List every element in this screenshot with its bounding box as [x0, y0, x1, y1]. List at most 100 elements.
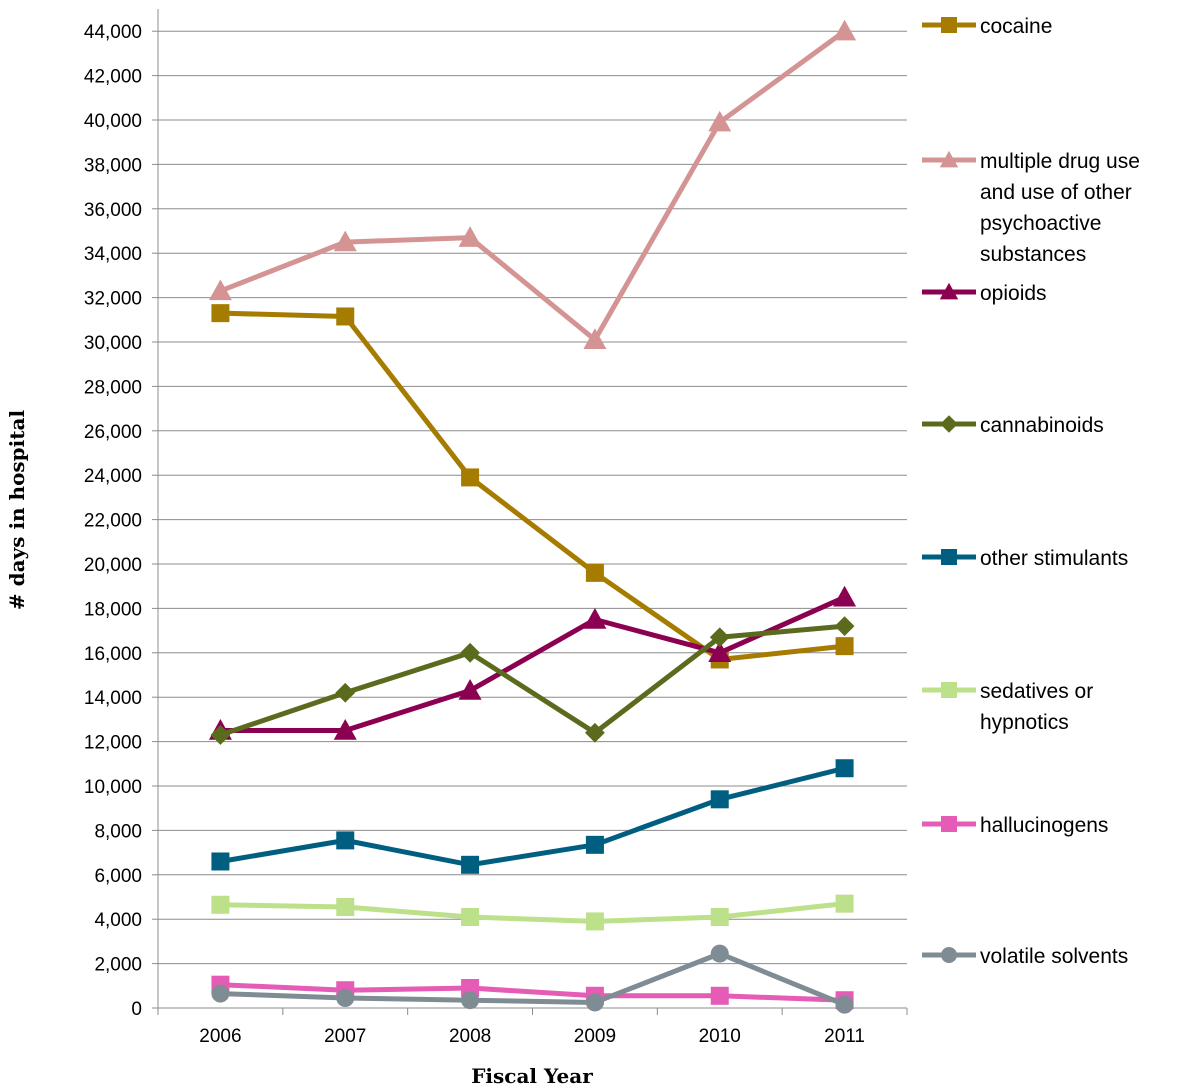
legend-marker — [940, 415, 958, 433]
legend-label: hypnotics — [980, 711, 1069, 734]
data-series — [208, 19, 857, 1014]
series-0 — [211, 304, 854, 669]
y-tick-label: 14,000 — [84, 688, 142, 709]
series-1 — [208, 19, 857, 349]
legend-item: cocaine — [922, 15, 1052, 38]
data-point — [710, 944, 729, 963]
y-tick-label: 4,000 — [94, 910, 142, 931]
legend-item: cannabinoids — [922, 414, 1104, 437]
y-tick-label: 26,000 — [84, 422, 142, 443]
data-point — [461, 991, 480, 1010]
y-tick-label: 0 — [131, 999, 142, 1020]
series-line — [219, 29, 847, 343]
y-tick-label: 6,000 — [94, 866, 142, 887]
gridlines — [158, 30, 907, 965]
y-tick-label: 28,000 — [84, 377, 142, 398]
data-point — [710, 790, 729, 809]
data-point — [210, 725, 231, 745]
x-tick-label: 2010 — [699, 1026, 741, 1047]
series-7 — [211, 944, 854, 1014]
legend-marker — [939, 150, 959, 168]
data-point — [460, 642, 480, 663]
series-6 — [211, 975, 854, 1010]
legend-marker — [941, 682, 957, 698]
series-line — [220, 310, 845, 662]
data-point — [461, 855, 480, 874]
y-tick-label: 22,000 — [84, 511, 142, 532]
data-point — [335, 682, 356, 703]
legend-label: cocaine — [980, 15, 1052, 38]
y-tick-label: 30,000 — [84, 333, 142, 354]
data-point — [583, 328, 607, 349]
series-4 — [211, 759, 854, 874]
y-tick-label: 2,000 — [94, 955, 142, 976]
data-point — [585, 563, 604, 582]
data-point — [336, 989, 355, 1008]
series-line — [220, 765, 846, 868]
legend-item: other stimulants — [922, 547, 1128, 570]
x-tick-label: 2009 — [574, 1026, 616, 1047]
data-point — [835, 759, 854, 778]
data-point — [211, 304, 230, 323]
y-tick-label: 44,000 — [84, 22, 142, 43]
data-point — [708, 641, 732, 662]
y-tick-label: 38,000 — [84, 155, 142, 176]
y-tick-label: 8,000 — [94, 821, 142, 842]
data-point — [211, 984, 230, 1003]
data-point — [835, 894, 854, 913]
data-point — [833, 585, 857, 607]
data-point — [833, 19, 857, 41]
series-line — [220, 982, 845, 1003]
legend-label: cannabinoids — [980, 414, 1104, 437]
legend-item: opioids — [922, 282, 1047, 305]
series-5 — [211, 894, 854, 931]
y-tick-label: 40,000 — [84, 111, 142, 132]
data-point — [834, 616, 855, 637]
legend-marker — [939, 282, 959, 300]
y-tick-label: 34,000 — [84, 244, 142, 265]
data-point — [336, 897, 355, 916]
legend: cocaine multiple drug use and use of other… — [922, 15, 1140, 968]
x-tick-label: 2007 — [324, 1026, 366, 1047]
legend-item: hallucinogens — [922, 814, 1108, 837]
data-point — [835, 637, 854, 656]
data-point — [461, 907, 480, 926]
data-point — [211, 852, 230, 871]
y-tick-label: 20,000 — [84, 555, 142, 576]
y-tick-label: 16,000 — [84, 644, 142, 665]
y-tick-label: 12,000 — [84, 733, 142, 754]
data-point — [208, 279, 232, 301]
data-point — [710, 986, 729, 1005]
data-point — [336, 307, 355, 326]
series-line — [219, 623, 845, 738]
legend-label: volatile solvents — [980, 945, 1128, 968]
y-tick-label: 36,000 — [84, 200, 142, 221]
data-point — [585, 722, 605, 743]
series-3 — [210, 616, 855, 745]
series-line — [220, 595, 846, 733]
legend-marker — [941, 947, 957, 963]
series-line — [220, 901, 845, 924]
data-point — [458, 679, 482, 700]
data-point — [583, 608, 607, 629]
legend-label: and use of other — [980, 181, 1132, 204]
data-point — [585, 912, 604, 931]
x-tick-label: 2006 — [199, 1026, 241, 1047]
legend-label: opioids — [980, 282, 1047, 305]
data-point — [336, 831, 355, 850]
axes — [152, 9, 908, 1015]
data-point — [461, 468, 480, 487]
y-tick-label: 24,000 — [84, 466, 142, 487]
data-point — [333, 719, 357, 740]
y-tick-label: 10,000 — [84, 777, 142, 798]
data-point — [585, 835, 604, 854]
data-point — [211, 895, 230, 914]
series-line — [220, 951, 846, 1007]
legend-label: sedatives or — [980, 680, 1093, 703]
data-point — [333, 230, 357, 252]
y-tick-label: 42,000 — [84, 67, 142, 88]
legend-label: other stimulants — [980, 547, 1128, 570]
legend-label: psychoactive — [980, 212, 1101, 235]
legend-item: sedatives or hypnotics — [922, 680, 1093, 734]
